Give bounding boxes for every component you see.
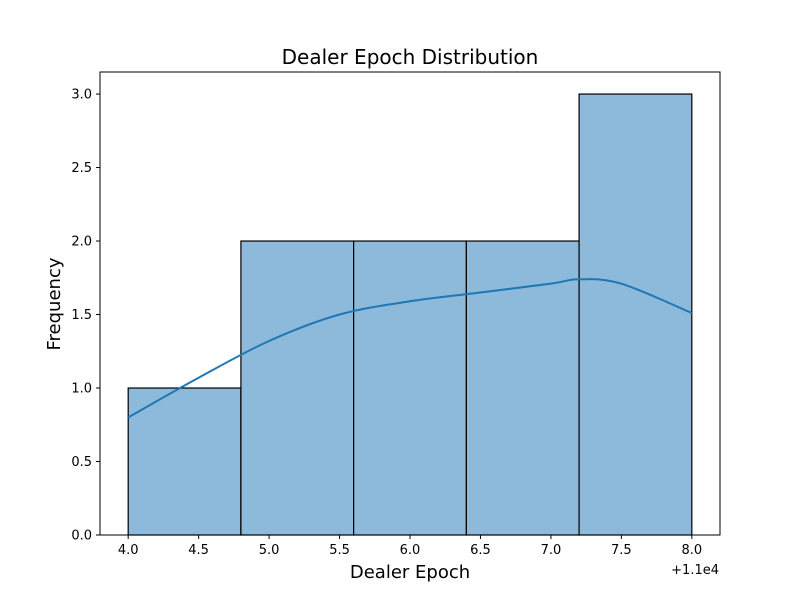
chart-title: Dealer Epoch Distribution [282, 45, 539, 69]
x-tick-label: 5.5 [329, 543, 350, 558]
x-axis-offset-label: +1.1e4 [671, 563, 719, 578]
kde-layer [127, 278, 693, 419]
y-tick-label: 0.5 [71, 455, 92, 470]
y-tick-label: 2.5 [71, 161, 92, 176]
y-tick-label: 2.0 [71, 235, 92, 250]
bars-layer [127, 93, 693, 536]
y-axis-label: Frequency [44, 257, 65, 350]
y-tick-label: 0.0 [71, 529, 92, 544]
y-tick-label: 3.0 [71, 88, 92, 103]
x-axis-label: Dealer Epoch [350, 562, 470, 583]
y-axis-ticks: 0.0 0.5 1.0 1.5 2.0 2.5 3.0 [71, 88, 100, 544]
x-tick-label: 7.0 [541, 543, 562, 558]
histogram-bar-4 [465, 240, 580, 536]
x-tick-label: 6.5 [470, 543, 491, 558]
y-tick-label: 1.0 [71, 382, 92, 397]
histogram-bar-2 [240, 240, 355, 536]
kde-line [127, 278, 693, 419]
x-tick-label: 7.5 [611, 543, 632, 558]
x-tick-label: 8.0 [681, 543, 702, 558]
x-tick-label: 5.0 [259, 543, 280, 558]
x-tick-label: 4.5 [188, 543, 209, 558]
x-axis-ticks: 4.0 4.5 5.0 5.5 6.0 6.5 7.0 7.5 8.0 [118, 535, 702, 558]
x-tick-label: 6.0 [400, 543, 421, 558]
histogram-bar-3 [353, 240, 467, 536]
x-tick-label: 4.0 [118, 543, 139, 558]
y-tick-label: 1.5 [71, 308, 92, 323]
histogram-bar-5 [578, 93, 693, 536]
histogram-bar-1 [127, 387, 242, 536]
